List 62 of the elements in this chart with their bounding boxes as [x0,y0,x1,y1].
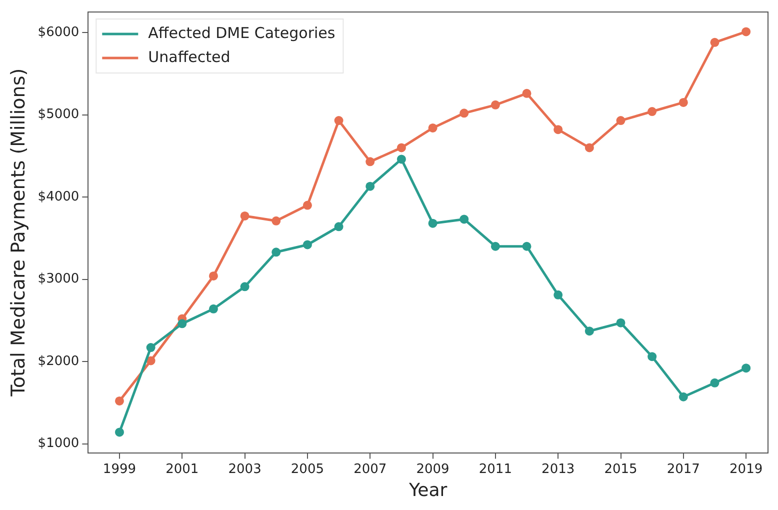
point [428,218,438,228]
point [272,248,281,257]
point [460,214,469,224]
x-axis-title: Year [408,480,448,501]
point [678,392,688,402]
point [428,123,438,132]
point [616,116,626,126]
point [240,282,250,292]
x-tick-label: 2017 [666,462,700,477]
point [146,343,156,352]
x-tick-label: 2011 [478,462,512,477]
y-tick-label: $3000 [38,272,80,287]
point [146,356,156,366]
x-tick-label: 2015 [604,462,638,477]
x-tick-label: 2007 [354,462,387,477]
point [302,240,312,250]
x-tick-label: 2019 [730,462,763,477]
point [272,216,281,226]
x-tick-label: 1999 [102,462,136,477]
legend-label: Unaffected [148,48,230,66]
y-tick-label: $1000 [38,436,80,452]
x-tick-label: 2009 [416,462,450,477]
point [710,38,720,47]
point [648,352,657,362]
point [178,319,187,328]
point [396,154,406,164]
point [584,326,594,336]
x-tick-label: 2001 [166,462,199,477]
point [584,143,594,152]
point [554,125,563,134]
point [678,98,688,107]
y-axis-title: Total Medicare Payments (Millions) [7,68,30,398]
point [208,271,218,280]
point [710,378,720,388]
y-tick-label: $6000 [38,24,80,40]
point [742,27,751,36]
point [302,200,312,210]
y-tick-label: $4000 [38,189,80,204]
point [114,428,124,437]
point [114,396,124,406]
x-tick-label: 2013 [542,462,575,477]
point [490,242,500,251]
point [522,88,532,98]
point [490,100,500,110]
point [522,242,532,251]
legend-label: Affected DME Categories [148,24,336,42]
point [742,364,751,373]
point [396,143,406,152]
point [366,157,375,166]
point [616,318,626,328]
point [366,182,375,191]
point [334,222,344,232]
x-tick-label: 2005 [290,462,324,477]
y-tick-label: $2000 [38,354,80,369]
x-tick-label: 2003 [228,462,262,477]
y-tick-label: $5000 [38,107,80,122]
point [334,116,344,126]
point [554,290,563,300]
point [240,211,250,220]
point [208,304,218,314]
point [648,107,657,116]
point [460,108,469,118]
